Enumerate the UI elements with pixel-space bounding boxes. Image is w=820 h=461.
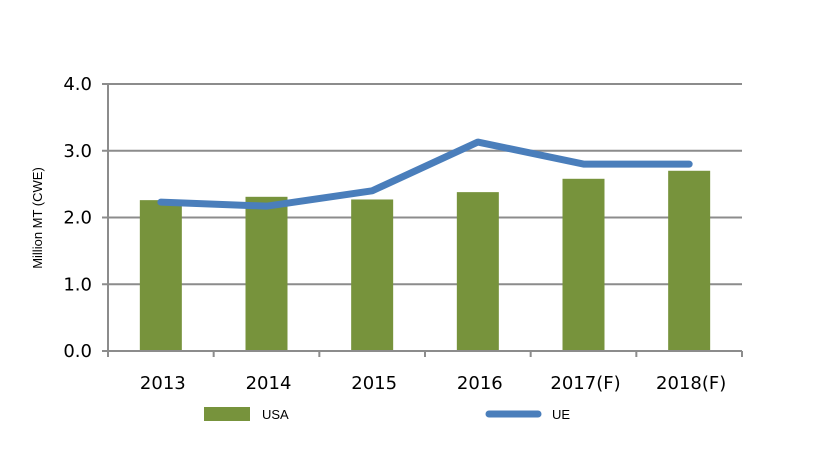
bar-usa-2016 — [456, 192, 499, 351]
x-tick-labels: 2013 2014 2015 2016 2017(F) 2018(F) — [140, 373, 726, 394]
bar-usa-2015 — [351, 199, 394, 351]
gridlines — [108, 83, 742, 286]
y-tick-label: 0.0 — [63, 341, 92, 362]
bar-usa-2018(F) — [668, 170, 711, 351]
y-tick-labels: 0.0 1.0 2.0 3.0 4.0 — [63, 74, 92, 362]
line-ue — [157, 138, 693, 210]
axes — [102, 83, 743, 357]
x-tick-label: 2013 — [140, 373, 186, 394]
bar-usa-2013 — [139, 200, 182, 351]
legend-label-ue: UE — [552, 407, 570, 422]
y-tick-label: 4.0 — [63, 74, 92, 95]
y-tick-label: 1.0 — [63, 274, 92, 295]
x-tick-label: 2016 — [457, 373, 503, 394]
y-tick-label: 2.0 — [63, 208, 92, 229]
x-tick-label: 2015 — [351, 373, 397, 394]
y-tick-label: 3.0 — [63, 141, 92, 162]
x-tick-label: 2018(F) — [656, 373, 726, 394]
line-series-ue — [157, 138, 693, 210]
x-tick-label: 2017(F) — [550, 373, 620, 394]
bar-usa-2014 — [245, 196, 288, 351]
legend: USA UE — [204, 407, 570, 422]
y-axis-title: Million MT (CWE) — [30, 167, 45, 269]
legend-swatch-usa — [204, 407, 250, 421]
x-tick-label: 2014 — [246, 373, 292, 394]
legend-label-usa: USA — [262, 407, 289, 422]
bar-series-usa — [139, 170, 711, 351]
bar-usa-2017(F) — [562, 178, 605, 351]
